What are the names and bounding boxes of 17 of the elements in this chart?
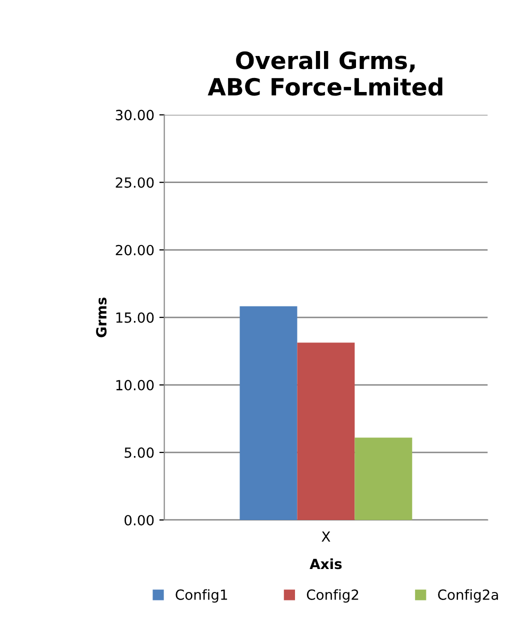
x-axis-title: Axis	[310, 558, 342, 570]
bar	[354, 438, 412, 520]
y-axis-title: Grms	[96, 298, 107, 338]
y-tick-label: 30.00	[116, 110, 154, 120]
y-tick-label: 20.00	[116, 244, 154, 256]
y-tick-label: 15.00	[116, 312, 154, 323]
legend-label: Config1	[176, 589, 228, 603]
legend-label: Config2	[306, 589, 358, 603]
bar	[240, 306, 298, 520]
x-tick-label: X	[322, 532, 330, 542]
y-tick-label: 10.00	[116, 380, 154, 390]
y-tick-label: 5.00	[124, 447, 154, 458]
chart-title: Overall Grms, ABC Force-Lmited	[208, 51, 442, 96]
bar	[297, 342, 355, 520]
legend-label: Config2a	[438, 589, 498, 603]
y-tick-label: 0.00	[124, 514, 154, 526]
y-tick-label: 25.00	[116, 177, 154, 188]
